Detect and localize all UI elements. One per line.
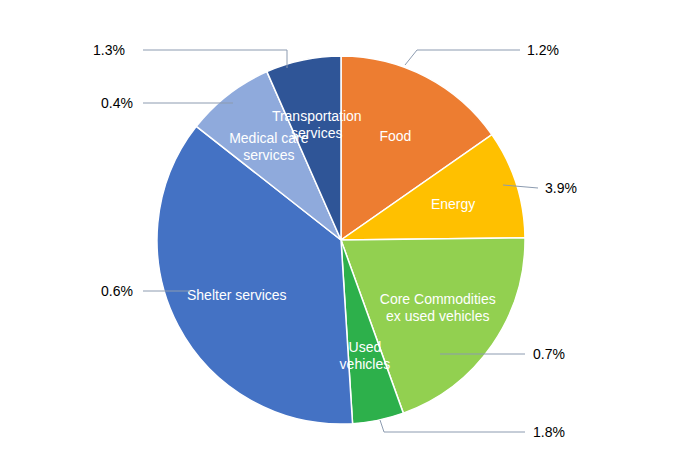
- annotation: 0.4%: [101, 95, 133, 111]
- leader-line: [503, 185, 538, 188]
- leader-line: [440, 354, 525, 355]
- slice-label-line: vehicles: [340, 356, 391, 372]
- annotation: 0.6%: [101, 283, 133, 299]
- leader-line: [143, 103, 233, 104]
- slice-label: Transportationservices: [272, 108, 362, 141]
- leader-line: [380, 420, 525, 432]
- leader-line: [143, 291, 190, 292]
- slice-label-line: Core Commodities: [380, 291, 496, 307]
- annotation: 1.8%: [533, 424, 565, 440]
- slice: [341, 135, 525, 240]
- annotations: 1.2% 3.9% 0.7% 1.8% 0.6% 0.4% 1.3%: [93, 42, 577, 440]
- annotation: 1.3%: [93, 42, 125, 58]
- annotation: 0.7%: [533, 346, 565, 362]
- slice-label: Shelter services: [187, 287, 287, 303]
- slice-label-line: ex used vehicles: [386, 308, 490, 324]
- slice-label-line: services: [243, 147, 294, 163]
- slice-label: Food: [379, 128, 411, 144]
- slice-label-line: Used: [349, 339, 382, 355]
- chart: Food Energy Core Commoditiesex used vehicl…: [0, 0, 700, 467]
- leader-line: [143, 50, 287, 68]
- pie: Food Energy Core Commoditiesex used vehicl…: [157, 56, 525, 424]
- slice-label-line: Shelter services: [187, 287, 287, 303]
- slice-label-line: Energy: [431, 196, 475, 212]
- leader-line: [405, 50, 520, 65]
- slice-label-line: services: [291, 125, 342, 141]
- slice-label: Energy: [431, 196, 475, 212]
- slice-label: Core Commoditiesex used vehicles: [380, 291, 496, 324]
- annotation: 1.2%: [527, 42, 559, 58]
- slice-label: Usedvehicles: [340, 339, 391, 372]
- slice-label-line: Food: [379, 128, 411, 144]
- slice-label-line: Transportation: [272, 108, 362, 124]
- annotation: 3.9%: [545, 180, 577, 196]
